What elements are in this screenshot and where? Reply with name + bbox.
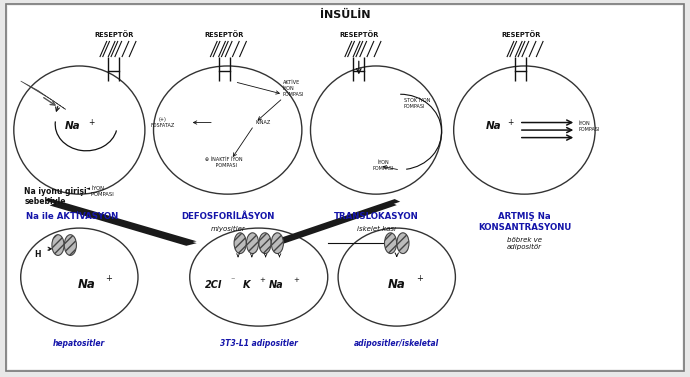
- Text: ⊕ İNAKTİF İYON
   POMPASI: ⊕ İNAKTİF İYON POMPASI: [206, 157, 243, 167]
- Text: +: +: [46, 247, 50, 253]
- Text: Na iyonu girişi
sebebiyle: Na iyonu girişi sebebiyle: [24, 187, 87, 206]
- Text: TRANSLOKASYON: TRANSLOKASYON: [334, 212, 418, 221]
- Ellipse shape: [454, 66, 595, 194]
- Text: KİNAZ: KİNAZ: [255, 120, 270, 125]
- Text: RESEPTÖR: RESEPTÖR: [204, 31, 244, 38]
- Text: adipositler/iskeletal: adipositler/iskeletal: [354, 339, 440, 348]
- Ellipse shape: [246, 233, 259, 254]
- Text: 3T3-L1 adipositler: 3T3-L1 adipositler: [220, 339, 297, 348]
- Text: AKTİVE
İYON
POMPASI: AKTİVE İYON POMPASI: [283, 80, 304, 97]
- Ellipse shape: [190, 228, 328, 326]
- Text: Na: Na: [268, 280, 284, 290]
- Text: +: +: [507, 118, 514, 127]
- Ellipse shape: [14, 66, 145, 194]
- Ellipse shape: [310, 66, 442, 194]
- Text: Na: Na: [388, 278, 406, 291]
- Polygon shape: [276, 202, 397, 244]
- Ellipse shape: [259, 233, 271, 254]
- Text: Na ile AKTİVASYON: Na ile AKTİVASYON: [26, 212, 119, 221]
- Text: hepatositler: hepatositler: [53, 339, 106, 348]
- Ellipse shape: [397, 233, 409, 254]
- Text: +: +: [294, 277, 299, 283]
- Polygon shape: [45, 198, 197, 243]
- Text: RESEPTÖR: RESEPTÖR: [339, 31, 379, 38]
- Text: böbrek ve
adipositör: böbrek ve adipositör: [507, 237, 542, 250]
- Polygon shape: [50, 203, 197, 246]
- Ellipse shape: [64, 234, 77, 256]
- Text: (+)
FOSFATAZ: (+) FOSFATAZ: [150, 117, 175, 128]
- Text: Na: Na: [65, 121, 80, 131]
- FancyBboxPatch shape: [6, 4, 684, 371]
- Text: ARTMIŞ Na
KONSANTRASYONU: ARTMIŞ Na KONSANTRASYONU: [477, 212, 571, 231]
- Text: Na: Na: [486, 121, 501, 131]
- Ellipse shape: [234, 233, 246, 254]
- Polygon shape: [21, 81, 66, 109]
- Text: DEFOSFORİLÂSYON: DEFOSFORİLÂSYON: [181, 212, 275, 221]
- Text: Na: Na: [77, 278, 95, 291]
- FancyBboxPatch shape: [8, 6, 682, 369]
- Text: +: +: [259, 277, 265, 283]
- Ellipse shape: [271, 233, 284, 254]
- Ellipse shape: [52, 234, 64, 256]
- Ellipse shape: [21, 228, 138, 326]
- Text: iskelet kası: iskelet kası: [357, 226, 395, 232]
- Text: RESEPTÖR: RESEPTÖR: [501, 31, 541, 38]
- Text: miyositler: miyositler: [210, 226, 245, 232]
- Text: ⁻: ⁻: [230, 276, 235, 285]
- Ellipse shape: [154, 66, 302, 194]
- Text: STOK İYON
POMPASI: STOK İYON POMPASI: [404, 98, 430, 109]
- Text: +: +: [416, 274, 423, 284]
- Text: ◄ İYON
   POMPASI: ◄ İYON POMPASI: [86, 186, 114, 197]
- Text: H: H: [34, 250, 41, 259]
- Polygon shape: [276, 199, 400, 241]
- Ellipse shape: [384, 233, 397, 254]
- Text: 2Cl: 2Cl: [206, 280, 222, 290]
- Text: +: +: [88, 118, 95, 127]
- Text: İNSÜLİN: İNSÜLİN: [319, 9, 371, 20]
- Text: RESEPTÖR: RESEPTÖR: [94, 31, 134, 38]
- Text: İYON
POMPASI: İYON POMPASI: [372, 161, 394, 171]
- Text: +: +: [105, 274, 112, 284]
- Text: İYON
POMPASI: İYON POMPASI: [578, 121, 600, 132]
- Ellipse shape: [338, 228, 455, 326]
- Text: K: K: [243, 280, 250, 290]
